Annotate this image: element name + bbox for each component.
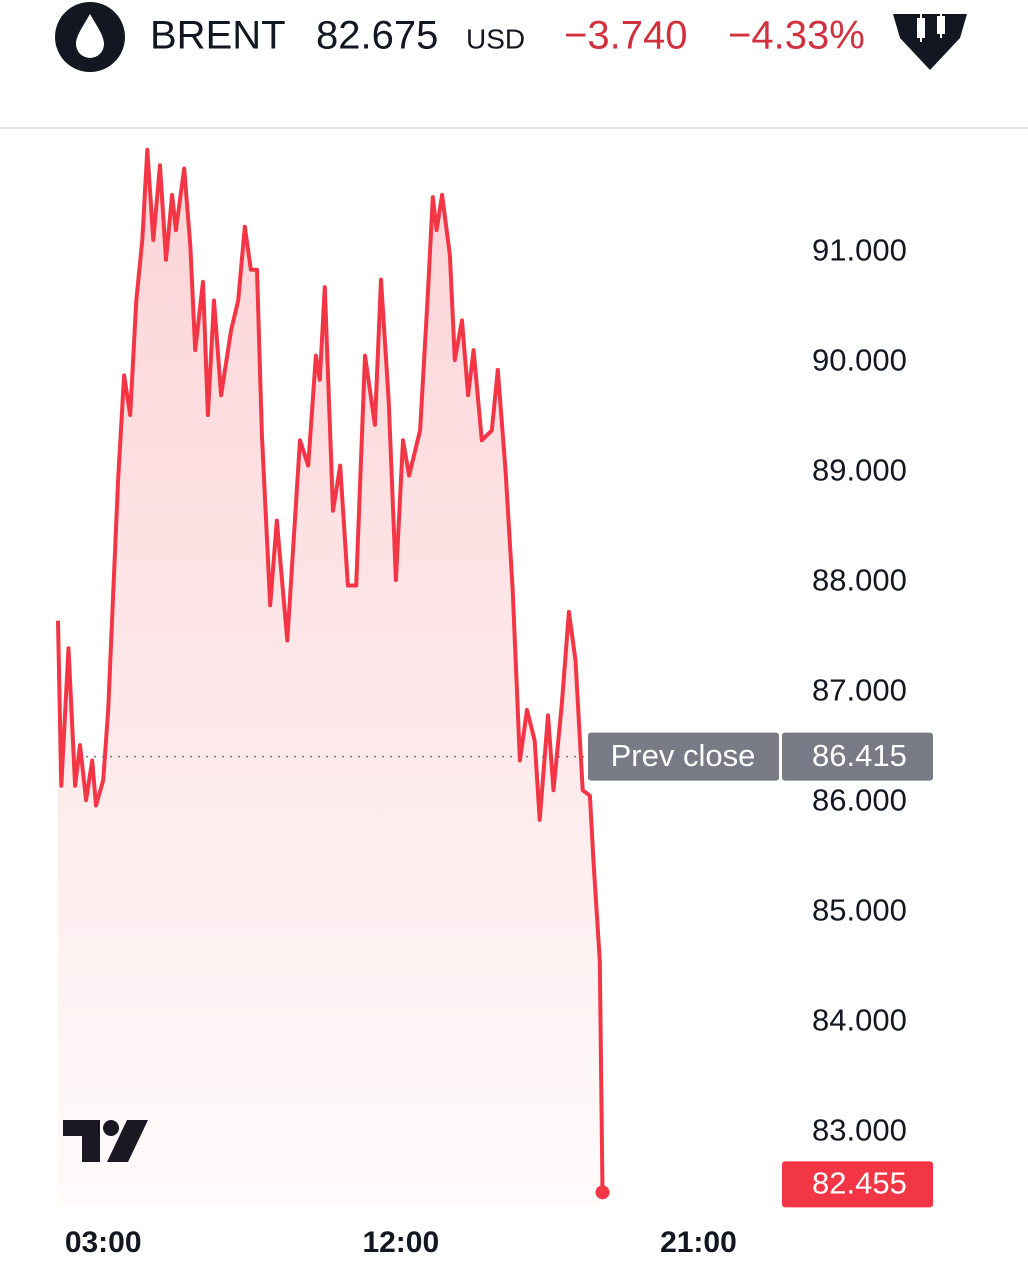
last-point	[595, 1185, 610, 1200]
y-tick-label: 83.000	[812, 1113, 907, 1148]
change: −3.740	[564, 14, 687, 58]
area	[58, 149, 603, 1205]
x-tick-label: 03:00	[65, 1226, 142, 1259]
prev-close-label-box	[588, 732, 779, 781]
prev-close-label: Prev close	[611, 738, 756, 773]
y-tick-label: 91.000	[812, 232, 907, 267]
change-percent-clip: −4.33%	[728, 14, 865, 58]
prev-close-value: 86.415	[812, 738, 907, 773]
y-tick-label: 89.000	[812, 452, 907, 487]
change-percent: −4.33%	[728, 14, 865, 58]
candle-icon[interactable]	[893, 12, 967, 70]
currency: USD	[466, 23, 525, 54]
y-tick-label: 84.000	[812, 1003, 907, 1038]
last-price-box	[782, 1161, 933, 1208]
prev-close-value-box	[782, 732, 933, 781]
y-tick-label: 88.000	[812, 562, 907, 597]
y-tick-label: 90.000	[812, 342, 907, 377]
last-price-label: 82.455	[812, 1166, 907, 1201]
y-tick-label: 86.000	[812, 782, 907, 817]
price: 82.675	[316, 14, 438, 58]
y-tick-label: 85.000	[812, 893, 907, 928]
line	[56, 147, 605, 1193]
y-tick-label: 87.000	[812, 672, 907, 707]
symbol: BRENT	[150, 14, 286, 58]
x-tick-label: 12:00	[362, 1226, 439, 1259]
x-tick-label: 21:00	[660, 1226, 737, 1259]
drop-icon	[76, 14, 104, 58]
